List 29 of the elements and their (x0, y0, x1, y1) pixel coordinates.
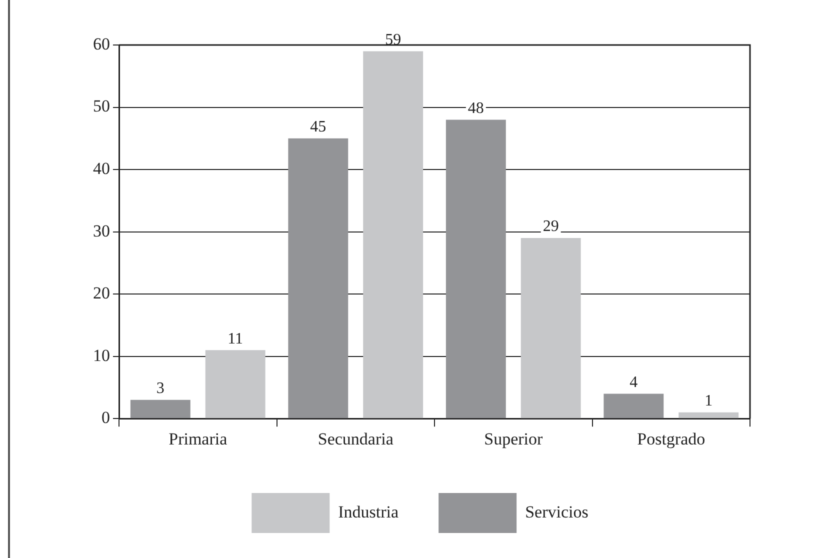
bar (288, 138, 348, 418)
bar (363, 51, 424, 418)
data-label: 59 (385, 31, 402, 48)
x-tick-label: Primaria (168, 429, 228, 448)
bar (446, 120, 506, 418)
bar (604, 394, 664, 418)
y-tick-label: 40 (93, 159, 110, 178)
x-tick-label: Secundaria (318, 429, 394, 448)
bar (205, 350, 266, 418)
data-label: 29 (542, 218, 559, 236)
data-label: 3 (156, 380, 164, 398)
x-tick-label: Superior (484, 429, 543, 448)
y-tick-label: 0 (102, 408, 110, 428)
legend-label: Industria (338, 502, 400, 522)
data-label: 1 (704, 392, 713, 410)
bar (520, 238, 581, 418)
y-tick-label: 30 (93, 221, 110, 240)
bar (678, 412, 739, 418)
data-label: 11 (228, 330, 244, 348)
data-label: 48 (468, 100, 484, 117)
legend-label: Servicios (525, 502, 588, 522)
y-tick-label: 20 (93, 284, 110, 303)
data-label: 4 (630, 374, 638, 391)
y-tick-label: 50 (93, 96, 110, 116)
data-label: 45 (310, 118, 326, 136)
y-tick-label: 60 (93, 34, 110, 54)
y-tick-label: 10 (93, 346, 110, 365)
x-tick-label: Postgrado (637, 429, 706, 448)
bar (130, 400, 190, 418)
